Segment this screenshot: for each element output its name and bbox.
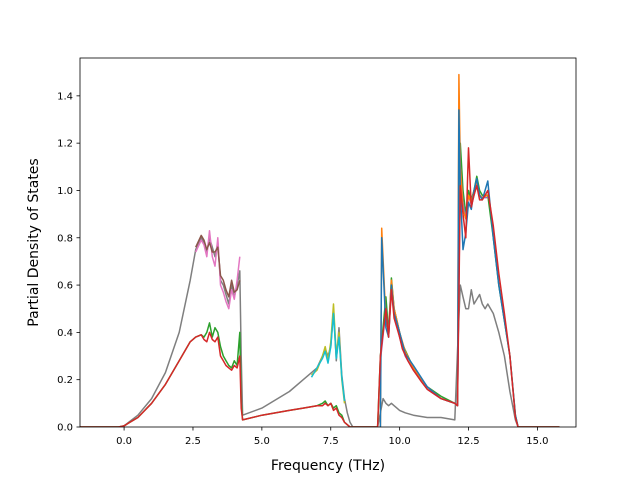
series-layer <box>80 73 560 427</box>
y-tick-label: 1.0 <box>57 186 73 197</box>
x-tick-label: 12.5 <box>457 436 479 447</box>
x-tick-label: 15.0 <box>526 436 548 447</box>
y-tick-label: 0.0 <box>57 423 73 434</box>
y-tick-label: 0.8 <box>57 233 73 244</box>
series-line-3 <box>195 234 241 298</box>
series-line-10 <box>80 147 560 427</box>
plot-frame <box>79 57 577 428</box>
x-tick-label: 7.5 <box>323 436 339 447</box>
x-tick-label: 5.0 <box>254 436 270 447</box>
x-tick-label: 0.0 <box>116 436 132 447</box>
x-tick-label: 2.5 <box>185 436 201 447</box>
y-axis-label: Partial Density of States <box>26 158 42 326</box>
y-tick-label: 0.6 <box>57 281 73 292</box>
x-axis: 0.0 2.5 5.0 7.5 10.0 12.5 15.0 <box>116 427 549 447</box>
y-tick-label: 1.4 <box>57 91 73 102</box>
y-tick-label: 0.2 <box>57 375 73 386</box>
y-axis: 0.0 0.2 0.4 0.6 0.8 1.0 1.2 1.4 <box>57 91 80 434</box>
series-line-5 <box>310 312 346 402</box>
x-axis-label: Frequency (THz) <box>271 458 385 474</box>
x-tick-label: 10.0 <box>389 436 411 447</box>
y-tick-label: 0.4 <box>57 328 73 339</box>
y-tick-label: 1.2 <box>57 139 73 150</box>
